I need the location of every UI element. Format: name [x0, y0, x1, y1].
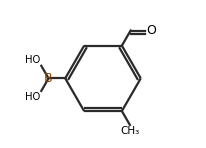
Text: B: B	[44, 72, 53, 85]
Text: O: O	[146, 24, 156, 37]
Text: CH₃: CH₃	[120, 126, 139, 136]
Text: HO: HO	[25, 92, 41, 102]
Text: HO: HO	[25, 55, 41, 65]
